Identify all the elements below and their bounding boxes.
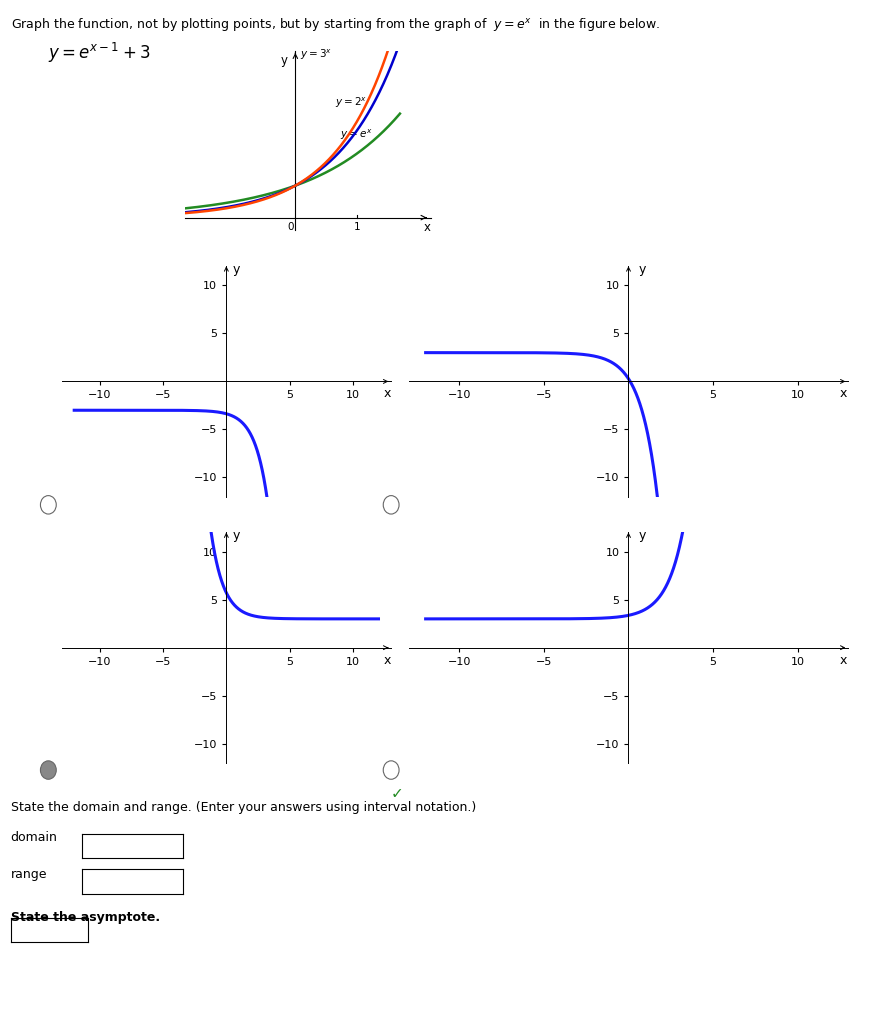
Text: $y=3^x$: $y=3^x$ xyxy=(300,47,332,61)
Text: domain: domain xyxy=(11,831,57,845)
Text: Graph the function, not by plotting points, but by starting from the graph of  $: Graph the function, not by plotting poin… xyxy=(11,16,659,34)
Text: x: x xyxy=(838,387,846,400)
Text: y: y xyxy=(233,262,240,275)
Text: 1: 1 xyxy=(353,222,360,232)
Text: $y = e^{x-1} + 3$: $y = e^{x-1} + 3$ xyxy=(48,41,151,66)
Text: State the asymptote.: State the asymptote. xyxy=(11,911,160,925)
Text: $y=2^x$: $y=2^x$ xyxy=(335,95,367,110)
Text: x: x xyxy=(383,653,391,667)
Text: y: y xyxy=(281,54,288,68)
Text: State the domain and range. (Enter your answers using interval notation.): State the domain and range. (Enter your … xyxy=(11,801,475,814)
Text: y: y xyxy=(637,528,645,542)
Text: x: x xyxy=(424,221,430,233)
Text: $y=e^x$: $y=e^x$ xyxy=(339,127,371,141)
Text: x: x xyxy=(383,387,391,400)
Text: range: range xyxy=(11,868,47,882)
Text: x: x xyxy=(838,653,846,667)
Text: ✓: ✓ xyxy=(391,786,404,802)
Text: y: y xyxy=(233,528,240,542)
Text: 0: 0 xyxy=(287,222,293,232)
Text: y: y xyxy=(637,262,645,275)
